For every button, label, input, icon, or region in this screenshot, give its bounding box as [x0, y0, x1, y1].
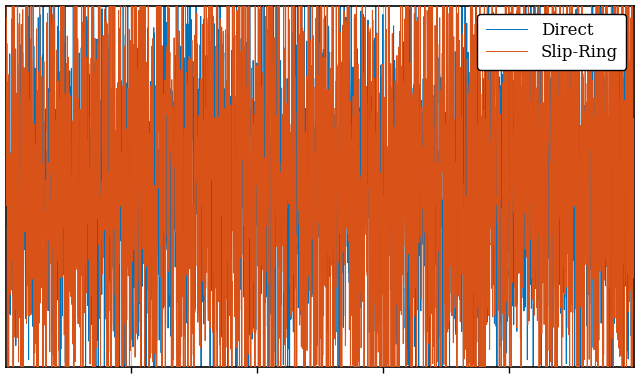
- Direct: [111, 135, 118, 139]
- Slip-Ring: [618, 249, 626, 254]
- Direct: [630, 198, 638, 203]
- Slip-Ring: [630, 317, 638, 321]
- Line: Slip-Ring: Slip-Ring: [6, 0, 634, 378]
- Slip-Ring: [271, 158, 278, 163]
- Slip-Ring: [74, 115, 81, 119]
- Direct: [618, 126, 626, 131]
- Slip-Ring: [111, 204, 118, 209]
- Slip-Ring: [551, 181, 559, 186]
- Legend: Direct, Slip-Ring: Direct, Slip-Ring: [477, 14, 626, 70]
- Slip-Ring: [2, 202, 10, 206]
- Direct: [270, 198, 278, 202]
- Slip-Ring: [243, 246, 251, 251]
- Line: Direct: Direct: [6, 0, 634, 378]
- Direct: [550, 143, 558, 147]
- Direct: [2, 139, 10, 144]
- Direct: [74, 230, 81, 234]
